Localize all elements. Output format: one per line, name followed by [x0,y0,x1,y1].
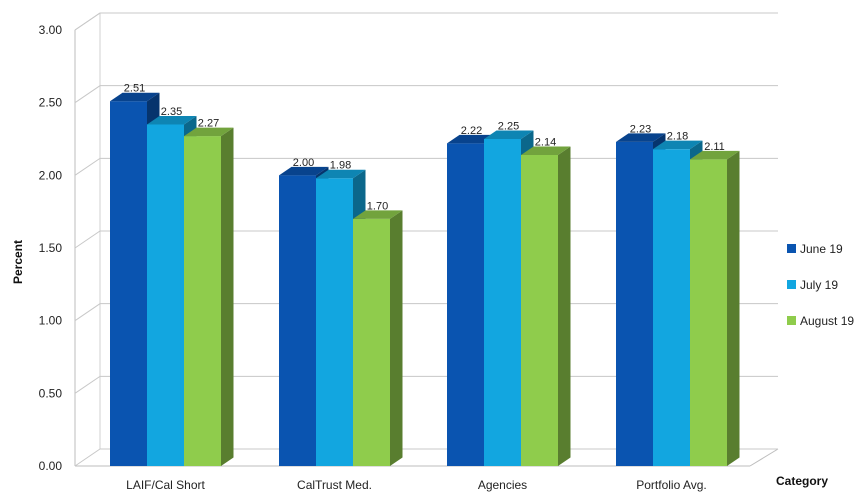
category-label: CalTrust Med. [297,478,372,492]
data-label: 2.00 [293,157,314,169]
data-label: 2.18 [667,131,688,143]
gridline [74,12,778,31]
data-label: 2.23 [630,123,651,135]
data-label: 2.51 [124,83,145,95]
y-tick-label: 0.50 [39,386,63,400]
data-label: 1.98 [330,160,351,172]
legend-entry: August 19 [787,314,854,328]
bar [521,146,571,466]
bar [690,150,740,466]
y-axis-title: Percent [11,240,25,284]
data-label: 1.70 [367,200,388,212]
y-tick-label: 2.00 [39,168,63,182]
y-tick-label: 0.00 [39,459,63,473]
legend-label: July 19 [800,278,838,292]
data-label: 2.22 [461,125,482,137]
data-label: 2.35 [161,106,182,118]
x-axis-title: Category [776,474,828,488]
y-axis-ticks: 0.00 0.50 1.00 1.50 2.00 2.50 3.00 [39,23,63,473]
data-label: 2.14 [535,136,556,148]
y-tick-label: 3.00 [39,23,63,37]
data-label: 2.25 [498,121,519,133]
category-label: Portfolio Avg. [636,478,707,492]
y-tick-label: 1.50 [39,241,63,255]
category-label: LAIF/Cal Short [126,478,205,492]
data-label: 2.11 [704,141,725,153]
bar [184,127,234,467]
y-tick-label: 2.50 [39,96,63,110]
category-label: Agencies [478,478,527,492]
y-tick-label: 1.00 [39,314,63,328]
legend: June 19 July 19 August 19 [787,242,854,328]
legend-swatch [787,244,796,253]
data-labels: 2.51 2.35 2.27 2.00 1.98 1.70 2.22 2.25 2.14 2.23… [124,83,725,213]
data-label: 2.27 [198,118,219,130]
legend-label: June 19 [800,242,843,256]
legend-entry: July 19 [787,278,838,292]
legend-entry: June 19 [787,242,843,256]
legend-swatch [787,280,796,289]
x-axis-category-labels: LAIF/Cal Short CalTrust Med. Agencies Portf… [126,478,707,492]
gridline [74,85,778,104]
legend-label: August 19 [800,314,854,328]
bars [110,92,740,467]
bar [353,210,403,466]
legend-swatch [787,316,796,325]
